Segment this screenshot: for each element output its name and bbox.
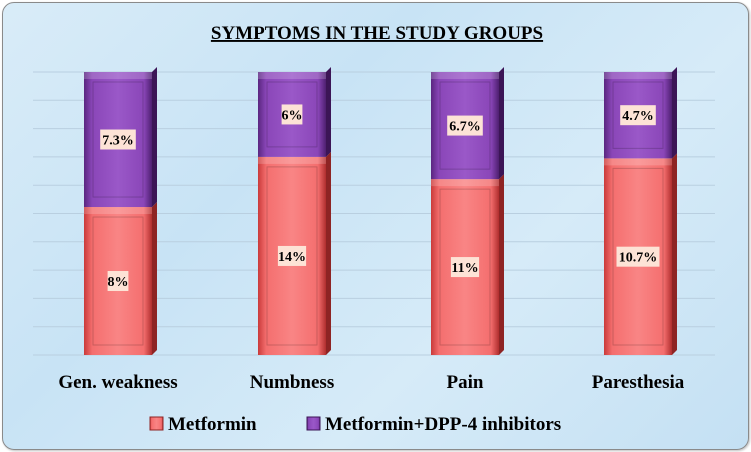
data-label: 7.3% [102,134,134,149]
bar-side [499,174,504,355]
bar-metformin-dpp-4-inhibitors-paresthesia: 4.7% [604,67,677,159]
category-label-pain: Pain [447,372,484,393]
legend-swatch [149,416,164,431]
legend-item-metformin-dpp-4-inhibitors: Metformin+DPP-4 inhibitors [306,414,561,435]
bar-side [152,202,157,355]
data-label-box [281,104,303,125]
bar-bevel [431,72,499,79]
category-label-gen-weakness: Gen. weakness [58,372,177,393]
bars-group: 8% 7.3% 14% 6% 11% 6.7% 10.7% 4.7% [84,67,677,355]
bar-panel [439,188,491,346]
data-label-box [620,105,656,126]
bar-metformin-dpp-4-inhibitors-numbness: 6% [258,67,331,157]
legend-item-metformin: Metformin [149,414,257,435]
bar-metformin-gen-weakness: 8% [84,202,157,355]
bar-bevel [431,179,499,187]
data-label-box [100,129,136,150]
bar-panel [439,81,491,170]
data-label: 8% [108,275,129,290]
bar-panel [92,81,144,198]
bar-metformin-pain: 11% [431,174,504,355]
stacked-bar-chart: SYMPTOMS IN THE STUDY GROUPS 8% 7.3% 14% 6%… [33,23,715,435]
bar-metformin-dpp-4-inhibitors-pain: 6.7% [431,67,504,180]
bar-metformin-numbness: 14% [258,151,331,355]
data-label-box [616,246,660,267]
bar-side [152,67,157,208]
bar-metformin-dpp-4-inhibitors-gen-weakness: 7.3% [84,67,157,208]
bar-bevel [84,207,152,215]
bar-panel [612,81,664,149]
bar-bevel [604,158,672,166]
legend-swatch [306,416,321,431]
bar-metformin-paresthesia: 10.7% [604,153,677,355]
data-label: 6.7% [449,120,481,135]
legend-label: Metformin [168,414,257,435]
category-labels: Gen. weakness Numbness Pain Paresthesia [58,372,684,393]
bar-bevel [258,156,326,164]
data-label: 11% [451,261,478,276]
legend-label: Metformin+DPP-4 inhibitors [325,414,561,435]
bar-side [326,151,331,355]
bar-side [672,153,677,355]
bar-panel [612,167,664,346]
bar-panel [266,166,318,346]
data-label-box [447,115,483,136]
bar-side [672,67,677,159]
data-label-box [277,245,307,266]
bar-panel [266,81,318,148]
category-label-numbness: Numbness [250,372,334,393]
bar-bevel [258,72,326,79]
bar-side [326,67,331,157]
chart-title: SYMPTOMS IN THE STUDY GROUPS [211,23,543,44]
bar-panel [92,216,144,346]
data-label-box [107,271,129,292]
bar-side [499,67,504,180]
data-label: 6% [282,108,303,123]
bar-bevel [604,72,672,79]
data-label: 10.7% [619,251,658,266]
bar-bevel [84,72,152,79]
data-label: 14% [278,250,306,265]
legend: Metformin Metformin+DPP-4 inhibitors [149,414,561,435]
data-label: 4.7% [622,109,654,124]
category-label-paresthesia: Paresthesia [592,372,685,393]
data-label-box [450,257,480,278]
